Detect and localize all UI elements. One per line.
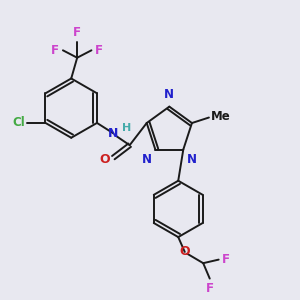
Text: H: H: [122, 123, 131, 133]
Text: N: N: [108, 127, 119, 140]
Text: F: F: [222, 253, 230, 266]
Text: Me: Me: [211, 110, 231, 123]
Text: N: N: [164, 88, 174, 101]
Text: F: F: [95, 44, 103, 57]
Text: N: N: [142, 152, 152, 166]
Text: O: O: [100, 153, 110, 166]
Text: N: N: [187, 152, 197, 166]
Text: F: F: [73, 26, 81, 39]
Text: F: F: [51, 44, 59, 57]
Text: Cl: Cl: [13, 116, 26, 129]
Text: O: O: [179, 245, 190, 258]
Text: F: F: [206, 282, 214, 295]
